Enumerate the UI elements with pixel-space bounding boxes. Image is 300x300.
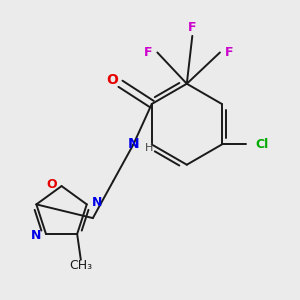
Text: H: H	[145, 143, 153, 153]
Text: N: N	[128, 137, 139, 152]
Text: N: N	[31, 229, 41, 242]
Text: CH₃: CH₃	[69, 259, 92, 272]
Text: Cl: Cl	[255, 138, 268, 151]
Text: F: F	[188, 21, 196, 34]
Text: N: N	[92, 196, 102, 209]
Text: O: O	[106, 73, 118, 87]
Text: O: O	[46, 178, 57, 191]
Text: F: F	[225, 46, 233, 59]
Text: F: F	[144, 46, 152, 59]
